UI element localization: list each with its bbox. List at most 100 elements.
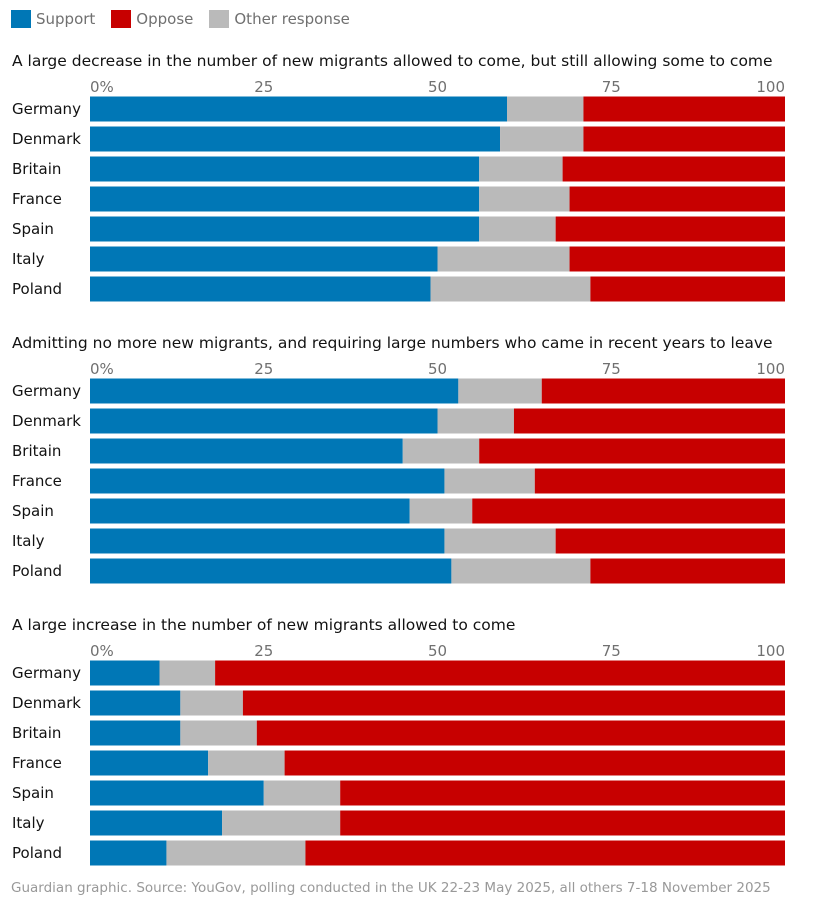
x-tick-label: 0% xyxy=(90,78,114,96)
legend-item-oppose: Oppose xyxy=(111,10,193,28)
bar-oppose xyxy=(479,438,785,464)
bar-support xyxy=(90,216,480,242)
bar-oppose xyxy=(562,156,785,182)
bar-oppose xyxy=(534,468,785,494)
bar-oppose xyxy=(340,780,785,806)
bar-other-response xyxy=(479,216,556,242)
x-tick-label: 100 xyxy=(756,78,785,96)
bar-oppose xyxy=(215,660,786,686)
legend-swatch-oppose xyxy=(111,10,132,28)
bar-support xyxy=(90,498,410,524)
bar-other-response xyxy=(166,840,306,866)
bar-oppose xyxy=(541,378,785,404)
bar-oppose xyxy=(284,750,785,776)
category-label: France xyxy=(12,472,62,490)
bar-support xyxy=(90,660,160,686)
legend-item-other: Other response xyxy=(209,10,350,28)
bar-oppose xyxy=(569,246,785,272)
x-tick-label: 75 xyxy=(602,642,621,660)
bar-other-response xyxy=(208,750,285,776)
x-tick-label: 25 xyxy=(254,360,273,378)
bar-support xyxy=(90,96,507,122)
bar-oppose xyxy=(590,558,785,584)
bar-other-response xyxy=(402,438,480,464)
category-label: Poland xyxy=(12,562,62,580)
bar-oppose xyxy=(590,276,785,302)
legend: Support Oppose Other response xyxy=(11,10,350,28)
legend-swatch-other xyxy=(209,10,230,28)
category-label: Spain xyxy=(12,784,54,802)
bar-support xyxy=(90,126,501,152)
bar-other-response xyxy=(180,720,257,746)
x-tick-label: 75 xyxy=(602,360,621,378)
source-note: Guardian graphic. Source: YouGov, pollin… xyxy=(11,880,771,896)
legend-label: Oppose xyxy=(136,10,194,28)
bar-oppose xyxy=(583,96,785,122)
category-label: Denmark xyxy=(12,130,81,148)
bar-oppose xyxy=(305,840,785,866)
bar-other-response xyxy=(444,468,535,494)
bar-support xyxy=(90,750,209,776)
bar-other-response xyxy=(451,558,591,584)
bar-support xyxy=(90,720,181,746)
x-tick-label: 50 xyxy=(428,642,447,660)
category-label: Italy xyxy=(12,250,45,268)
bar-support xyxy=(90,810,223,836)
bar-support xyxy=(90,690,181,716)
bar-support xyxy=(90,276,431,302)
category-label: Denmark xyxy=(12,694,81,712)
bar-other-response xyxy=(444,528,556,554)
category-label: France xyxy=(12,190,62,208)
bar-other-response xyxy=(263,780,341,806)
bar-other-response xyxy=(437,246,570,272)
bar-other-response xyxy=(437,408,514,434)
category-label: Britain xyxy=(12,160,61,178)
bar-other-response xyxy=(479,186,570,212)
x-tick-label: 25 xyxy=(254,642,273,660)
category-label: Denmark xyxy=(12,412,81,430)
bar-oppose xyxy=(513,408,785,434)
category-label: France xyxy=(12,754,62,772)
bar-oppose xyxy=(583,126,785,152)
bar-support xyxy=(90,408,438,434)
bar-other-response xyxy=(409,498,473,524)
bar-other-response xyxy=(500,126,584,152)
legend-swatch-support xyxy=(11,10,31,28)
bar-other-response xyxy=(222,810,341,836)
legend-label: Support xyxy=(36,10,96,28)
bar-support xyxy=(90,186,480,212)
bar-support xyxy=(90,468,445,494)
bar-other-response xyxy=(180,690,243,716)
bar-support xyxy=(90,780,264,806)
x-tick-label: 100 xyxy=(756,360,785,378)
bar-oppose xyxy=(569,186,785,212)
bar-support xyxy=(90,528,445,554)
category-label: Britain xyxy=(12,442,61,460)
category-label: Germany xyxy=(12,382,81,400)
bar-support xyxy=(90,156,480,182)
x-tick-label: 25 xyxy=(254,78,273,96)
bar-other-response xyxy=(430,276,591,302)
bar-oppose xyxy=(256,720,785,746)
category-label: Poland xyxy=(12,844,62,862)
bar-support xyxy=(90,438,403,464)
chart-title: Admitting no more new migrants, and requ… xyxy=(12,334,773,352)
x-tick-label: 0% xyxy=(90,360,114,378)
bar-oppose xyxy=(340,810,785,836)
category-label: Spain xyxy=(12,502,54,520)
bar-oppose xyxy=(472,498,785,524)
bar-oppose xyxy=(555,528,785,554)
bar-support xyxy=(90,378,459,404)
bar-support xyxy=(90,840,167,866)
x-tick-label: 50 xyxy=(428,360,447,378)
x-tick-label: 0% xyxy=(90,642,114,660)
x-tick-label: 75 xyxy=(602,78,621,96)
bar-oppose xyxy=(242,690,785,716)
bar-other-response xyxy=(159,660,216,686)
category-label: Germany xyxy=(12,100,81,118)
bar-other-response xyxy=(458,378,542,404)
bar-support xyxy=(90,558,452,584)
x-tick-label: 100 xyxy=(756,642,785,660)
